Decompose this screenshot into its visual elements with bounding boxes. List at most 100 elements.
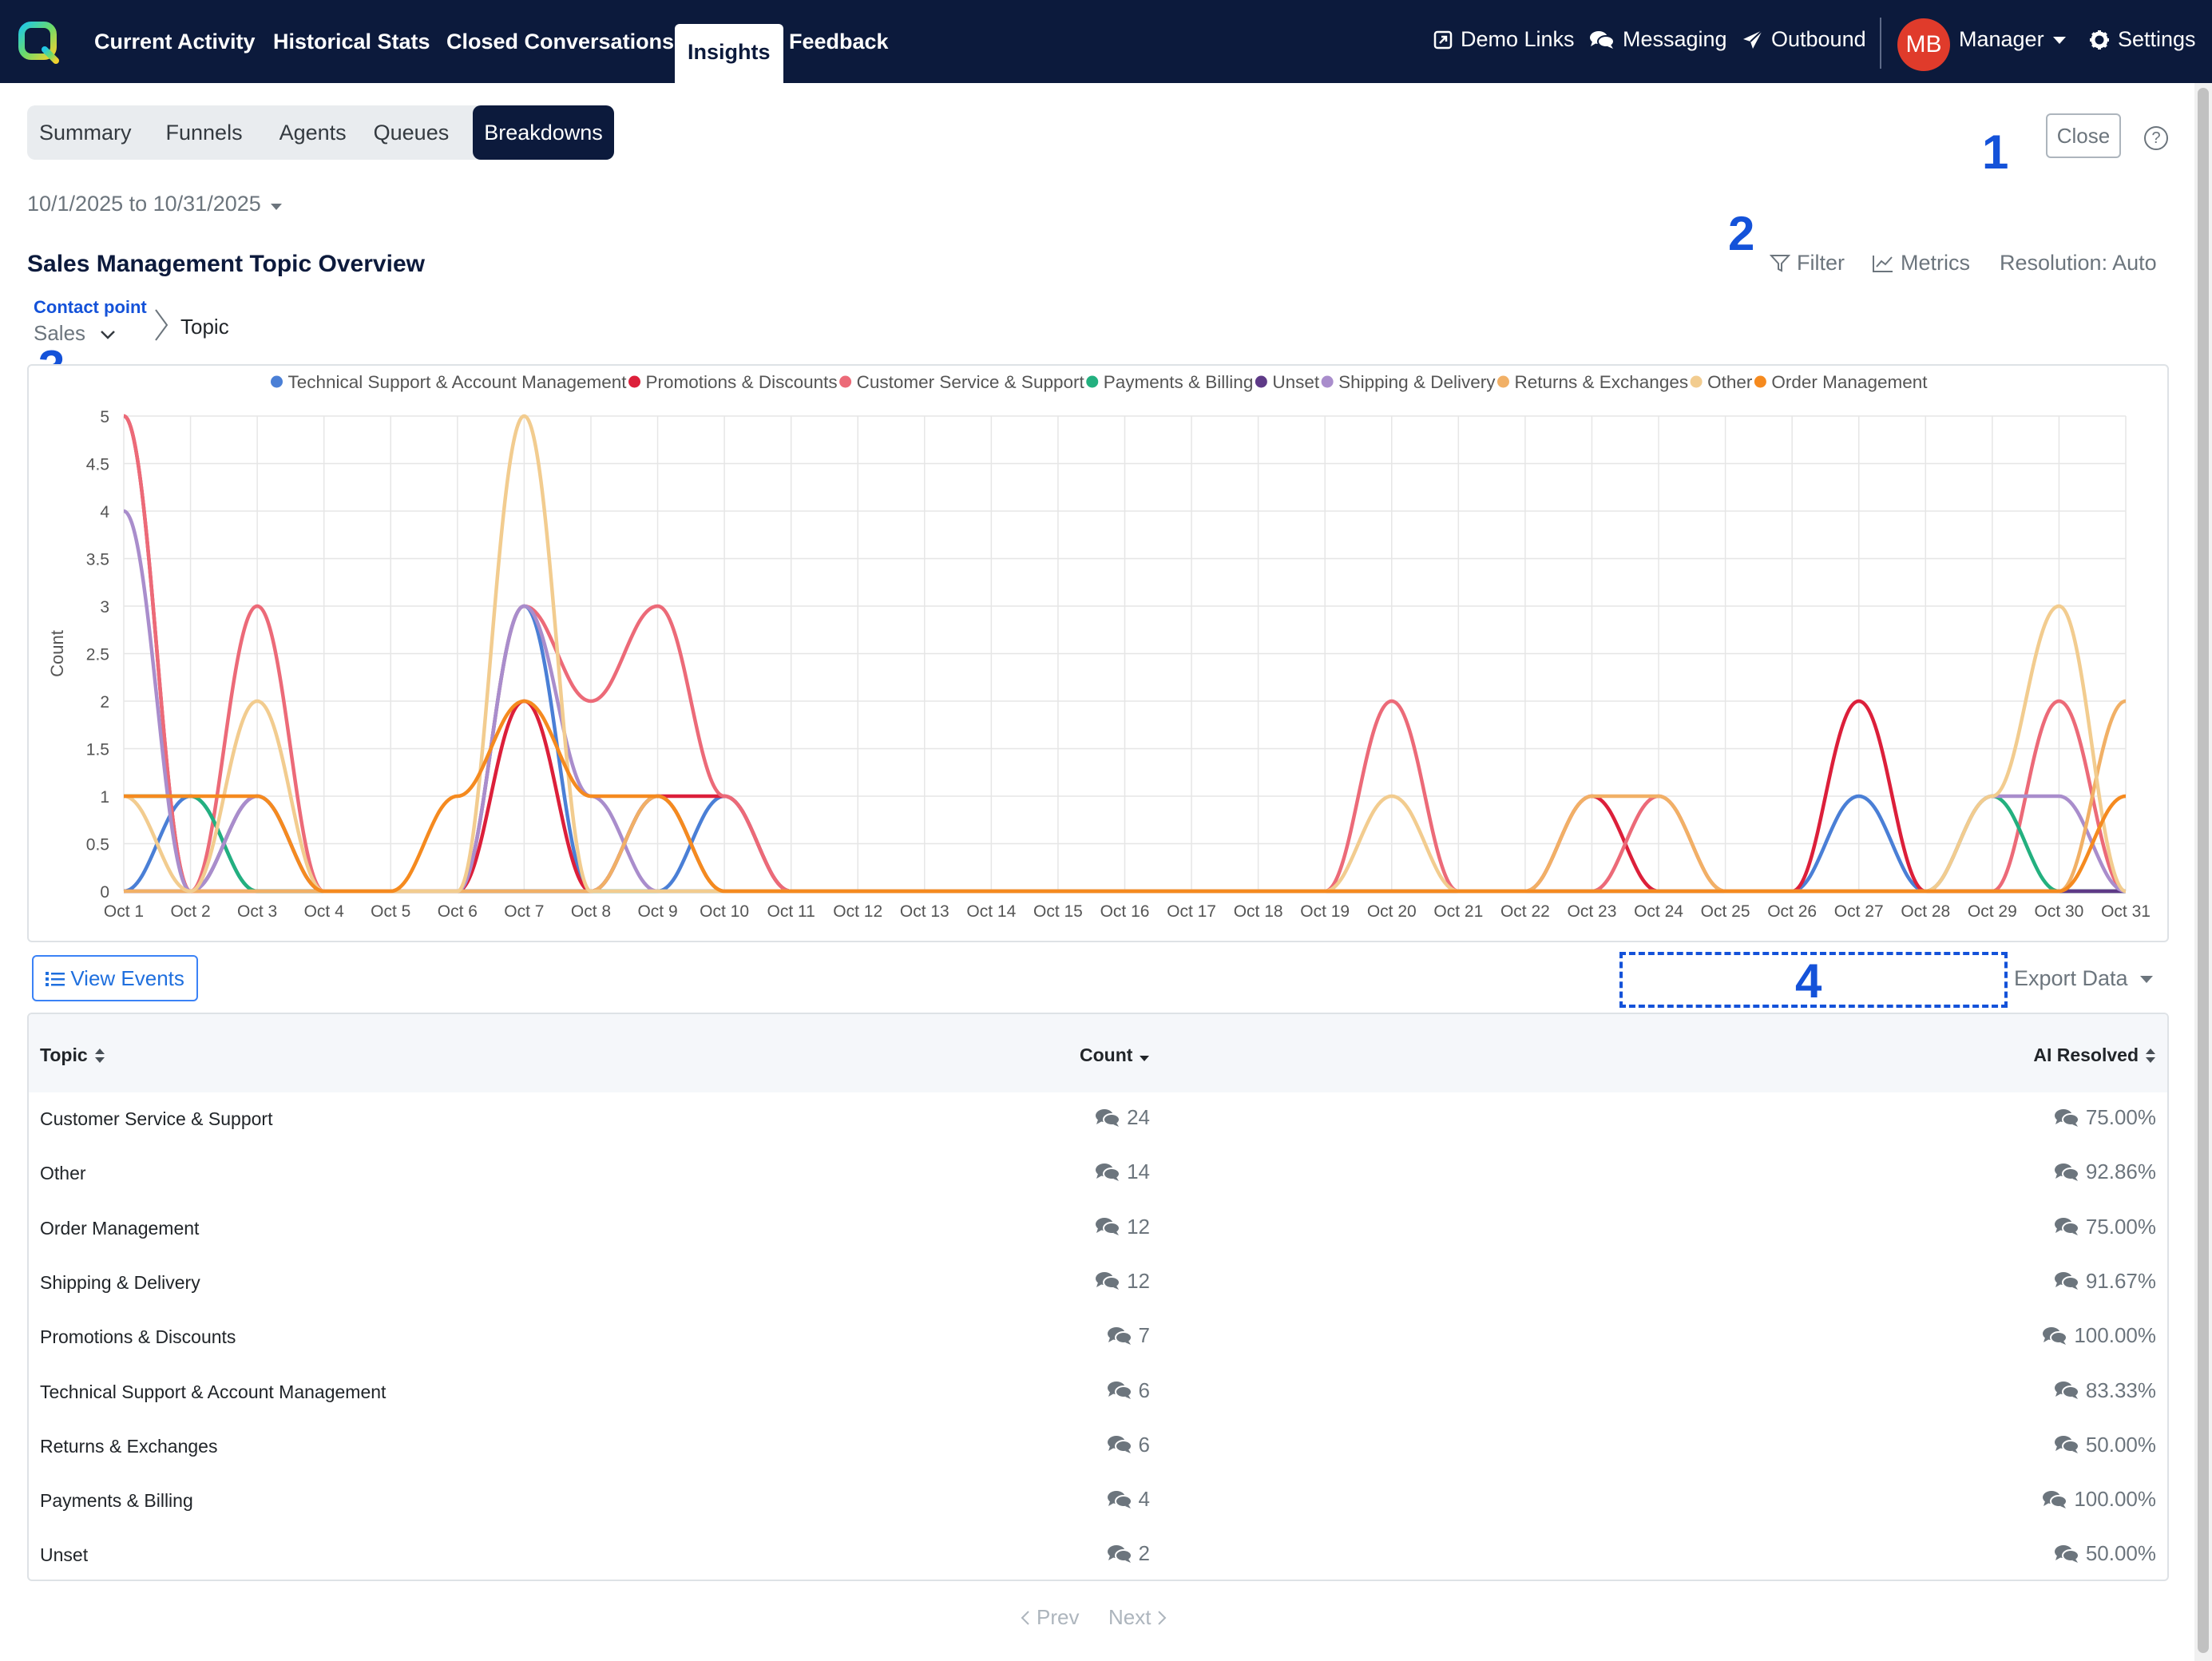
count-cell: 7 (1107, 1323, 1150, 1348)
page-title: Sales Management Topic Overview (27, 251, 425, 277)
legend-label: Returns & Exchanges (1514, 372, 1688, 392)
chat-bubbles-icon (2054, 1436, 2079, 1454)
legend-item[interactable]: Customer Service & Support (839, 372, 1084, 392)
legend-item[interactable]: Other (1690, 372, 1753, 392)
app-logo-icon[interactable] (18, 21, 62, 65)
export-data-label: Export Data (2014, 966, 2128, 990)
count-cell: 24 (1095, 1105, 1150, 1130)
legend-item[interactable]: Order Management (1754, 372, 1928, 392)
legend-item[interactable]: Returns & Exchanges (1496, 372, 1688, 392)
x-tick-label: Oct 26 (1767, 902, 1817, 921)
filter-label: Filter (1797, 251, 1845, 275)
highlight-box (1619, 952, 2008, 1008)
table-row[interactable]: Shipping & Delivery 12 91.67% (29, 1256, 2167, 1310)
nav-historical-stats[interactable]: Historical Stats (273, 30, 430, 54)
export-data-dropdown[interactable]: Export Data (2014, 966, 2154, 991)
next-page-button[interactable]: Next (1108, 1605, 1167, 1630)
nav-closed-conversations[interactable]: Closed Conversations (446, 30, 675, 54)
tab-summary[interactable]: Summary (39, 121, 132, 145)
date-range-picker[interactable]: 10/1/2025 to 10/31/2025 (27, 192, 283, 216)
table-row[interactable]: Promotions & Discounts 7 100.00% (29, 1310, 2167, 1365)
legend-swatch (628, 375, 641, 388)
messaging-link[interactable]: Messaging (1589, 27, 1727, 52)
table-row[interactable]: Unset 2 50.00% (29, 1528, 2167, 1580)
topic-cell: Technical Support & Account Management (40, 1381, 387, 1402)
table-row[interactable]: Other 14 92.86% (29, 1147, 2167, 1201)
chat-bubbles-icon (2054, 1163, 2079, 1181)
x-tick-label: Oct 19 (1300, 902, 1350, 921)
chat-bubbles-icon (1096, 1163, 1121, 1181)
x-tick-label: Oct 23 (1568, 902, 1617, 921)
y-axis-label: Count (47, 630, 67, 677)
marker-4: 4 (1795, 954, 1822, 1008)
tab-breakdowns[interactable]: Breakdowns (473, 105, 614, 160)
nav-current-activity[interactable]: Current Activity (94, 30, 256, 54)
legend-item[interactable]: Payments & Billing (1086, 372, 1253, 392)
ai-resolved-value: 75.00% (2085, 1105, 2156, 1129)
tab-queues[interactable]: Queues (373, 121, 450, 145)
close-button[interactable]: Close (2046, 113, 2121, 158)
table-row[interactable]: Returns & Exchanges 6 50.00% (29, 1420, 2167, 1474)
manager-dropdown[interactable]: Manager (1959, 27, 2067, 52)
ai-resolved-value: 50.00% (2085, 1432, 2156, 1457)
table-row[interactable]: Customer Service & Support 24 75.00% (29, 1092, 2167, 1147)
chart-card: 0 0.5 1 1.5 2 2.5 3 3.5 4 4.5 5 Oct 1 Oct 2 Oct 3 Oct … (27, 364, 2169, 942)
x-tick-label: Oct 31 (2101, 902, 2151, 921)
nav-feedback[interactable]: Feedback (789, 30, 889, 54)
legend-item[interactable]: Shipping & Delivery (1321, 372, 1496, 392)
topic-cell: Payments & Billing (40, 1490, 193, 1512)
legend-swatch (839, 375, 852, 388)
chat-bubbles-icon (1107, 1544, 1132, 1563)
ai-resolved-value: 92.86% (2085, 1160, 2156, 1184)
legend-swatch (1321, 375, 1334, 388)
resolution-dropdown[interactable]: Resolution: Auto (2000, 251, 2157, 275)
prev-page-button[interactable]: Prev (1021, 1605, 1079, 1630)
ai-resolved-cell: 75.00% (2054, 1105, 2156, 1130)
legend-swatch (271, 375, 283, 388)
sort-desc-icon (1140, 1055, 1150, 1061)
count-cell: 6 (1107, 1433, 1150, 1457)
navbar-divider (1880, 18, 1881, 69)
demo-links-link[interactable]: Demo Links (1433, 27, 1575, 52)
column-header-ai-resolved[interactable]: AI Resolved (2033, 1045, 2156, 1066)
avatar[interactable]: MB (1897, 18, 1950, 71)
legend-item[interactable]: Technical Support & Account Management (271, 372, 627, 392)
topic-cell: Shipping & Delivery (40, 1271, 200, 1293)
scrollbar-thumb[interactable] (2198, 88, 2209, 1653)
table-row[interactable]: Order Management 12 75.00% (29, 1202, 2167, 1256)
filter-button[interactable]: Filter (1770, 251, 1845, 276)
chat-bubbles-icon (1096, 1272, 1121, 1290)
contact-point-dropdown[interactable]: Sales (34, 321, 117, 346)
settings-link[interactable]: Settings (2089, 27, 2196, 52)
legend-swatch (1690, 375, 1703, 388)
ai-resolved-value: 91.67% (2085, 1268, 2156, 1293)
y-tick-label: 4.5 (86, 456, 109, 474)
x-tick-label: Oct 14 (966, 902, 1016, 921)
legend-swatch (1496, 375, 1509, 388)
table-row[interactable]: Payments & Billing 4 100.00% (29, 1474, 2167, 1528)
tab-funnels[interactable]: Funnels (165, 121, 243, 145)
prev-label: Prev (1037, 1605, 1080, 1629)
question-circle-icon[interactable]: ? (2144, 126, 2168, 150)
tab-agents[interactable]: Agents (279, 121, 347, 145)
caret-down-icon (271, 204, 283, 210)
table-row[interactable]: Technical Support & Account Management 6 8… (29, 1366, 2167, 1420)
nav-insights[interactable]: Insights (675, 24, 783, 83)
legend-item[interactable]: Promotions & Discounts (628, 372, 838, 392)
metrics-button[interactable]: Metrics (1872, 251, 1970, 276)
view-events-button[interactable]: View Events (32, 955, 198, 1001)
ai-resolved-value: 83.33% (2085, 1378, 2156, 1402)
series-line-8[interactable] (123, 699, 2127, 894)
topic-cell: Returns & Exchanges (40, 1435, 218, 1457)
topic-cell: Unset (40, 1544, 89, 1566)
legend-item[interactable]: Unset (1255, 372, 1320, 392)
column-header-topic[interactable]: Topic (40, 1045, 105, 1066)
outbound-label: Outbound (1771, 27, 1866, 51)
outbound-link[interactable]: Outbound (1742, 27, 1866, 52)
messaging-label: Messaging (1623, 27, 1727, 51)
chevron-left-icon (1021, 1610, 1029, 1625)
column-header-count[interactable]: Count (1080, 1045, 1150, 1066)
topic-cell: Promotions & Discounts (40, 1326, 236, 1348)
legend-label: Technical Support & Account Management (288, 372, 628, 392)
x-tick-label: Oct 15 (1033, 902, 1083, 921)
